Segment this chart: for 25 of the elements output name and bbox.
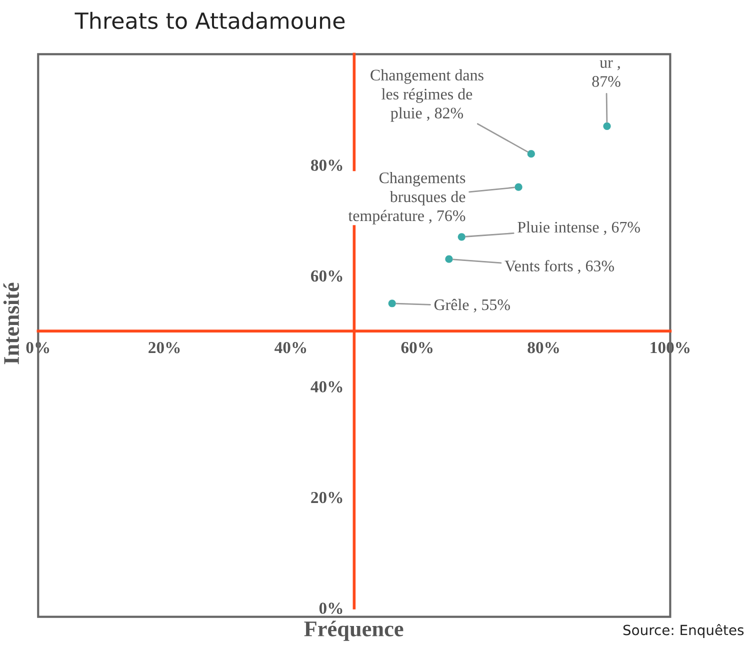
y-tick-label: 80% — [310, 160, 342, 171]
x-tick-label: 60% — [401, 342, 432, 354]
point — [603, 122, 611, 130]
point — [458, 233, 466, 241]
y-tick-label: 40% — [310, 381, 342, 392]
data-label: Grêle , 55% — [434, 298, 510, 312]
point — [445, 255, 453, 263]
data-label: Changement dans les régimes de pluie , 82% — [370, 69, 484, 122]
y-axis-title: Intensité — [3, 282, 20, 364]
y-tick-label: 0% — [319, 602, 342, 614]
y-tick-label: 60% — [311, 270, 342, 282]
point — [527, 150, 535, 158]
x-tick-label: 40% — [274, 342, 306, 354]
y-tick-label: 20% — [311, 492, 342, 504]
x-tick-label: 80% — [528, 342, 559, 354]
chart-title: Threats to Attadamoune — [74, 12, 345, 30]
data-label: Vents forts , 63% — [504, 260, 614, 274]
source-note: Source: Enquêtes — [623, 624, 744, 638]
point — [388, 300, 396, 308]
data-label: Pluie intense , 67% — [518, 221, 640, 235]
data-label: ur , 87% — [592, 60, 620, 87]
point — [514, 183, 522, 191]
x-axis-title: Fréquence — [304, 620, 404, 641]
data-label: Changements brusques de température , 76% — [348, 172, 466, 224]
x-tick-label: 20% — [148, 342, 180, 354]
